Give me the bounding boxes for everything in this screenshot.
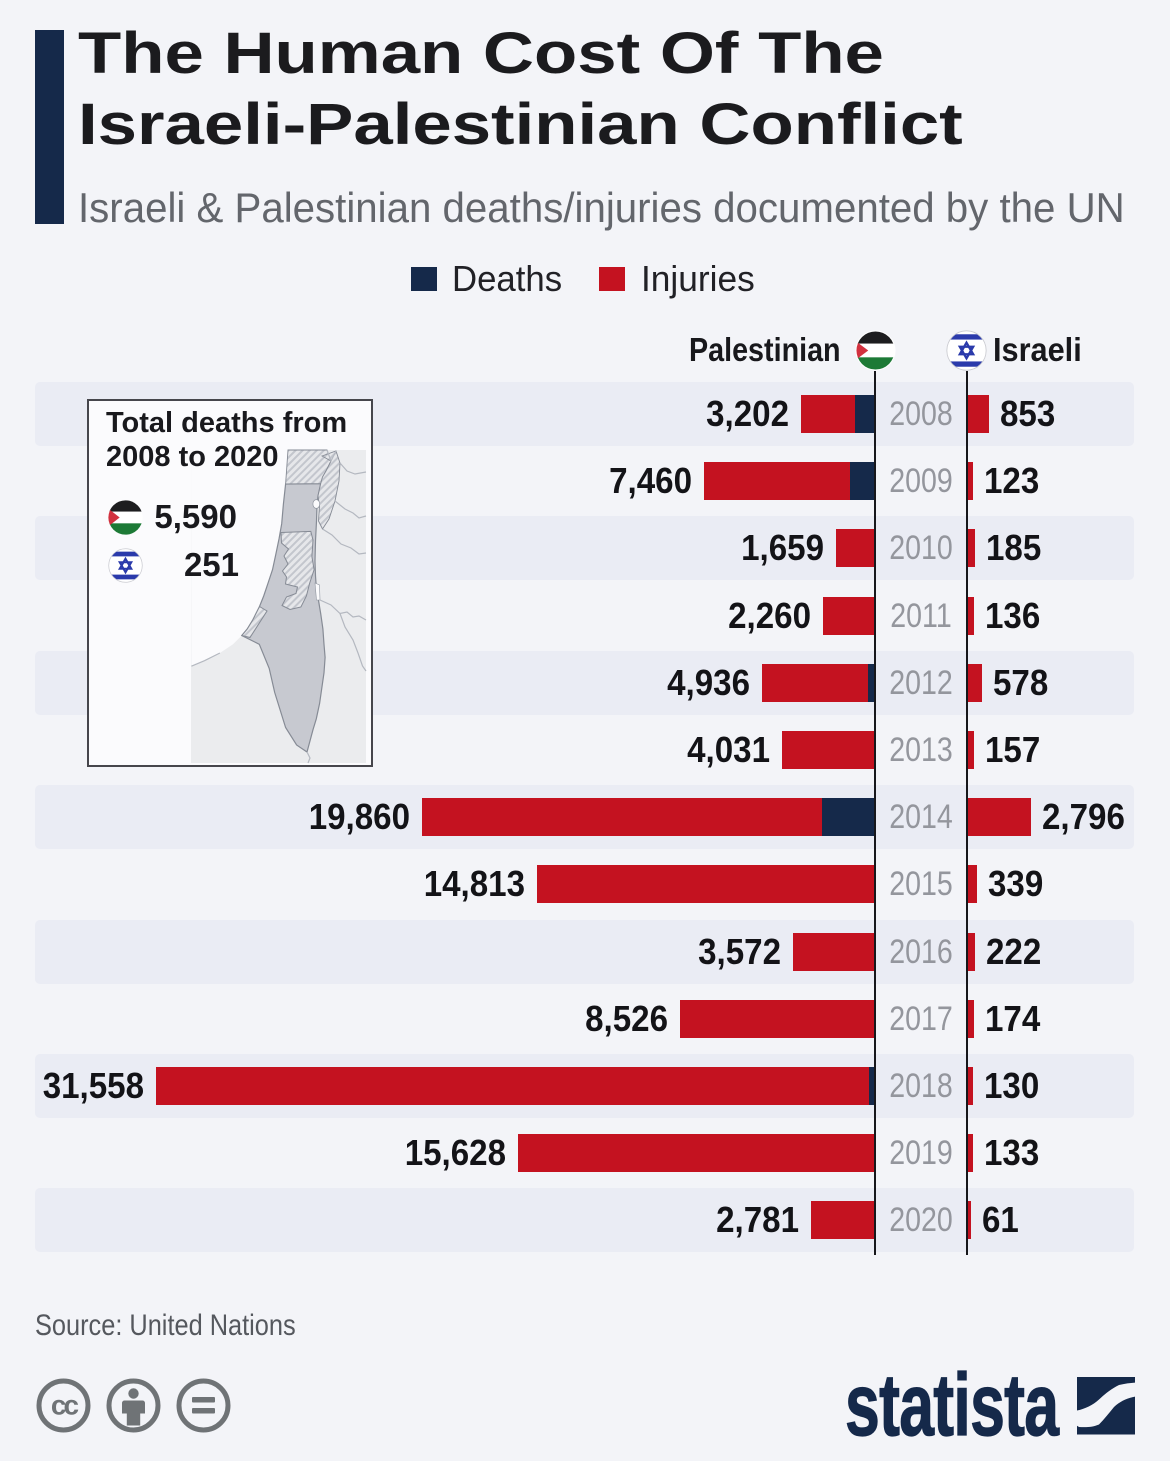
- svg-text:cc: cc: [51, 1390, 79, 1421]
